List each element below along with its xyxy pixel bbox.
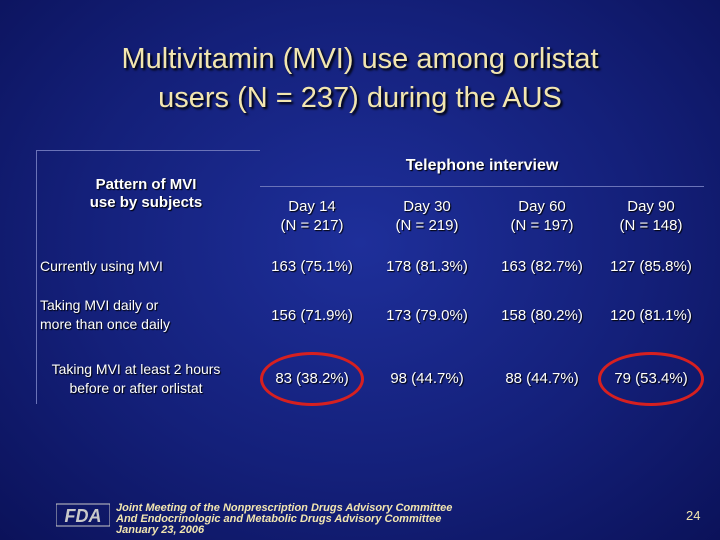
- row-label-line1: Taking MVI daily or: [40, 297, 159, 313]
- slide-title-line1: Multivitamin (MVI) use among orlistat: [121, 43, 599, 75]
- column-header-day: Day 14: [288, 198, 336, 215]
- row-label-daily: Taking MVI daily or more than once daily: [40, 296, 170, 334]
- table-left-border: [36, 150, 37, 404]
- row-label-line1: Currently using MVI: [40, 258, 163, 274]
- row-label-two-hours: Taking MVI at least 2 hours before or af…: [36, 360, 236, 398]
- table-cell: 158 (80.2%): [501, 307, 583, 324]
- column-header-day14: Day 14 (N = 217): [257, 197, 367, 235]
- page-number: 24: [686, 508, 701, 523]
- table-cell: 120 (81.1%): [610, 307, 692, 324]
- footer-text: Joint Meeting of the Nonprescription Dru…: [116, 503, 452, 536]
- footer-line2: And Endocrinologic and Metabolic Drugs A…: [116, 513, 442, 525]
- table-top-border: [36, 150, 260, 151]
- row-label-line1: Taking MVI at least 2 hours: [51, 361, 221, 377]
- table-cell: 163 (82.7%): [501, 258, 583, 275]
- telephone-interview-header: Telephone interview: [405, 157, 559, 174]
- row-label-currently-using: Currently using MVI: [40, 257, 163, 276]
- highlight-circle-day90: [598, 352, 704, 406]
- column-header-n: (N = 197): [510, 217, 574, 234]
- row-label-line2: before or after orlistat: [69, 380, 203, 396]
- table-cell: 127 (85.8%): [610, 258, 692, 275]
- table-cell: 163 (75.1%): [271, 258, 353, 275]
- highlight-circle-day14: [260, 352, 364, 406]
- mvi-table: [36, 150, 704, 404]
- column-header-day: Day 60: [518, 198, 566, 215]
- column-header-n: (N = 148): [619, 217, 683, 234]
- footer-line1: Joint Meeting of the Nonprescription Dru…: [116, 502, 453, 514]
- column-header-n: (N = 219): [395, 217, 459, 234]
- fda-logo-text: FDA: [65, 506, 102, 526]
- slide-title: Multivitamin (MVI) use among orlistat us…: [0, 40, 720, 118]
- pattern-column-header: Pattern of MVI use by subjects: [36, 176, 256, 212]
- table-cell: 178 (81.3%): [386, 258, 468, 275]
- column-header-day60: Day 60 (N = 197): [487, 197, 597, 235]
- table-cell: 156 (71.9%): [271, 307, 353, 324]
- column-header-n: (N = 217): [280, 217, 344, 234]
- column-header-day: Day 90: [627, 198, 675, 215]
- telephone-header-divider: [260, 186, 704, 187]
- pattern-header-line2: use by subjects: [89, 194, 203, 211]
- slide-title-line2: users (N = 237) during the AUS: [158, 82, 562, 114]
- row-label-line2: more than once daily: [40, 316, 170, 332]
- table-cell: 88 (44.7%): [505, 370, 579, 387]
- pattern-header-line1: Pattern of MVI: [95, 176, 197, 193]
- fda-logo: FDA: [56, 503, 110, 527]
- column-header-day90: Day 90 (N = 148): [596, 197, 706, 235]
- table-cell: 173 (79.0%): [386, 307, 468, 324]
- column-header-day: Day 30: [403, 198, 451, 215]
- table-cell: 98 (44.7%): [390, 370, 464, 387]
- footer-line3: January 23, 2006: [116, 524, 205, 536]
- column-header-day30: Day 30 (N = 219): [372, 197, 482, 235]
